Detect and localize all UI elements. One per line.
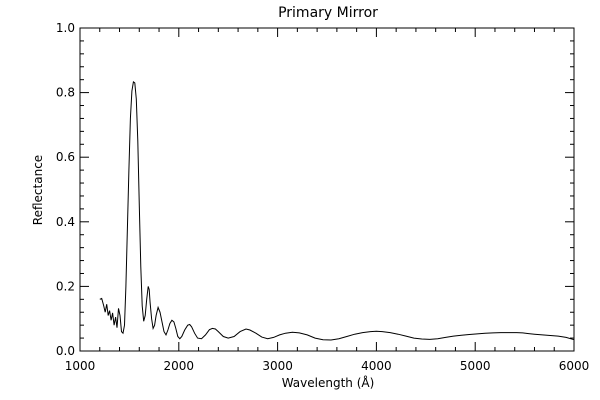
y-tick-label: 0.0 <box>56 344 75 358</box>
y-axis-label: Reflectance <box>31 155 45 225</box>
y-tick-label: 0.6 <box>56 150 75 164</box>
axis-tick-labels: 1000 2000 3000 4000 5000 6000 0.0 0.2 0.4 0.6 0.8 1… <box>56 21 589 373</box>
y-tick-label: 0.4 <box>56 215 75 229</box>
plot-frame <box>79 27 575 352</box>
chart-title: Primary Mirror <box>278 5 378 21</box>
y-tick-label: 0.8 <box>56 86 75 100</box>
x-axis-label: Wavelength (Å) <box>282 375 375 390</box>
y-tick-label: 0.2 <box>56 279 75 293</box>
y-tick-label: 1.0 <box>56 21 75 35</box>
x-tick-label: 5000 <box>460 359 491 373</box>
x-tick-label: 6000 <box>559 359 590 373</box>
series-line <box>99 81 575 341</box>
x-tick-label: 3000 <box>262 359 293 373</box>
x-tick-label: 4000 <box>361 359 392 373</box>
axis-ticks <box>79 27 575 352</box>
x-tick-label: 2000 <box>164 359 195 373</box>
x-tick-label: 1000 <box>65 359 96 373</box>
